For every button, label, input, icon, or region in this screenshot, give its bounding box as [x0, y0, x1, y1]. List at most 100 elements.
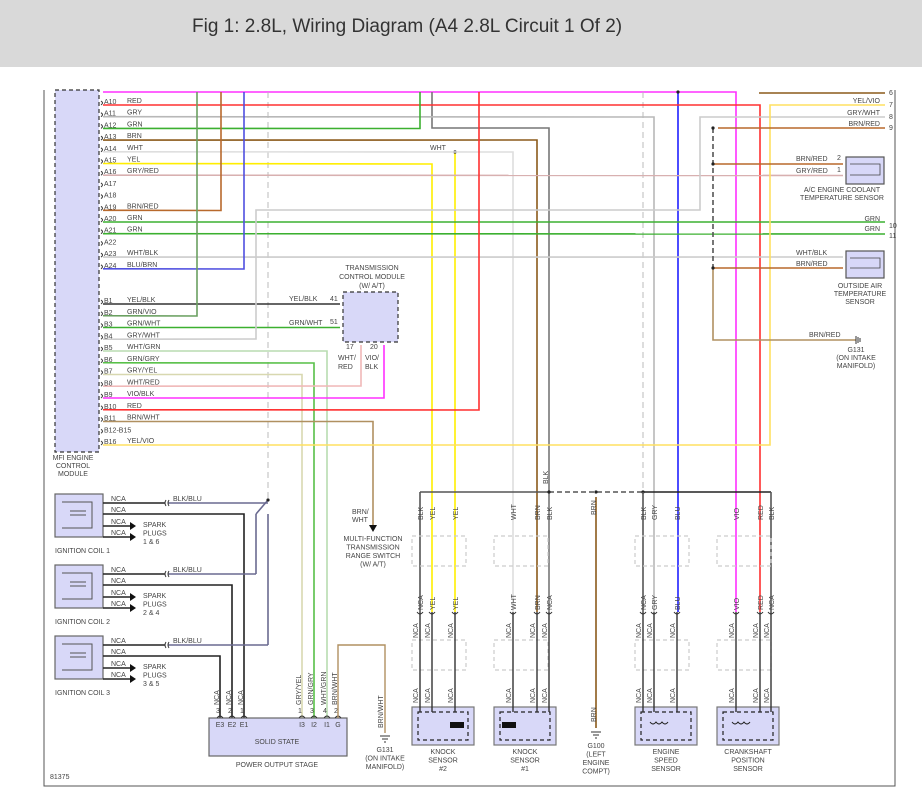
- wire-label: YEL/VIO: [853, 98, 881, 105]
- thermistor-icon: [850, 163, 881, 176]
- tcm-pin: 17: [346, 344, 354, 351]
- wire-label: NCA: [226, 690, 233, 705]
- wire-label: NCA: [111, 590, 126, 597]
- connector-icon: [216, 715, 224, 719]
- wire-label: BLU: [675, 506, 682, 520]
- splice-dot: [711, 266, 715, 270]
- transformer-icon: [62, 643, 93, 671]
- pos-pin-num: 2: [334, 708, 338, 715]
- wire-label: NCA: [542, 623, 549, 638]
- splice-dot: [676, 90, 680, 94]
- ground-label: ENGINE: [583, 760, 610, 767]
- spark-plug-label: 2 & 4: [143, 610, 159, 617]
- connector-icon: [310, 715, 318, 719]
- figure-id: 81375: [50, 774, 70, 781]
- wire-label: YEL/VIO: [127, 438, 155, 445]
- spark-plug-label: SPARK: [143, 593, 167, 600]
- wire-label: GRY: [652, 505, 659, 520]
- ground-icon: [380, 735, 390, 743]
- pos-pin-name: E2: [228, 722, 237, 729]
- wire-label: RED: [758, 505, 765, 520]
- connector-icon: [298, 715, 306, 719]
- wire-B2: [102, 92, 198, 317]
- spark-plug-label: PLUGS: [143, 602, 167, 609]
- wire-label: NCA: [214, 690, 221, 705]
- wire-label: BRN/RED: [796, 156, 828, 163]
- wire-label: BRN/WHT: [378, 695, 385, 728]
- pos-pin-num: 4: [323, 708, 327, 715]
- ecm-pin-label: A15: [104, 158, 117, 165]
- ecm-pin-label: A20: [104, 216, 117, 223]
- wire-label: GRN/WHT: [289, 320, 323, 327]
- arrow-down-icon: [369, 525, 377, 532]
- wire-label: NCA: [506, 688, 513, 703]
- splice-dot: [711, 162, 715, 166]
- pos-label: POWER OUTPUT STAGE: [236, 762, 319, 769]
- transformer-icon: [62, 501, 93, 529]
- wire-label: BLK/BLU: [173, 496, 202, 503]
- pin-connector-icon: [100, 417, 103, 422]
- ecm-pin-label: A22: [104, 239, 117, 246]
- pin-connector-icon: [100, 323, 103, 328]
- mftrs-label: (W/ A/T): [360, 562, 386, 569]
- sensor-box: [634, 706, 698, 746]
- wire-label: WHT/: [338, 355, 356, 362]
- wire-label: WHT: [127, 145, 144, 152]
- splice-dot: [266, 498, 270, 502]
- connector-icon: [533, 611, 541, 615]
- sensor-label: #1: [521, 766, 529, 773]
- pos-pin-num: 1: [240, 708, 244, 715]
- wire-label: YEL: [453, 507, 460, 520]
- wire-A12: [102, 92, 421, 130]
- oat-sensor-box: [845, 250, 885, 279]
- pos-pin-num: 3: [310, 708, 314, 715]
- pin-connector-icon: [100, 252, 103, 258]
- pin-connector-icon: [100, 381, 103, 387]
- wire-label: VIO: [734, 597, 741, 610]
- splice-dot: [594, 490, 598, 494]
- wire-label: GRY: [652, 595, 659, 610]
- wire-label: YEL: [453, 597, 460, 610]
- wire-g131: [712, 268, 856, 341]
- wire-A24: [102, 92, 245, 270]
- connector-icon: [545, 611, 553, 615]
- wire-label: NCA: [418, 595, 425, 610]
- sensor-label: #2: [439, 766, 447, 773]
- connector-shell: [716, 535, 772, 567]
- connector-icon: [416, 611, 424, 615]
- wire-label: GRN: [127, 227, 143, 234]
- wire-B8: [102, 345, 362, 388]
- sensor-label: SENSOR: [733, 766, 763, 773]
- ecm-pin-label: B12-B15: [104, 427, 131, 434]
- wire-label: NCA: [425, 623, 432, 638]
- connector-number: 8: [889, 114, 893, 121]
- wire-A10: [103, 104, 761, 612]
- arrow-right-icon: [130, 533, 136, 541]
- thermistor-icon: [850, 257, 881, 269]
- wire-label: NCA: [729, 688, 736, 703]
- wire-label: BRN: [591, 500, 598, 515]
- ground-label: COMPT): [582, 769, 610, 776]
- wire-label: RED: [127, 98, 142, 105]
- wire-label: NCA: [238, 690, 245, 705]
- wire-label: BRN/RED: [796, 261, 828, 268]
- ecm-pin-label: A21: [104, 228, 117, 235]
- wire-label: VIO/BLK: [127, 391, 155, 398]
- connector-number: 10: [889, 223, 897, 230]
- ground-label: MANIFOLD): [837, 363, 876, 370]
- coil-icon: [731, 721, 751, 725]
- ecm-pin-label: A10: [104, 99, 117, 106]
- wire-label: NCA: [647, 688, 654, 703]
- pin-connector-icon: [100, 334, 103, 340]
- ecm-pin-label: A14: [104, 146, 117, 153]
- wire-label: BRN/: [352, 509, 369, 516]
- wire-label: YEL: [127, 157, 140, 164]
- sensor-label: ENGINE: [653, 749, 680, 756]
- pin-connector-icon: [100, 170, 103, 176]
- ecm-pin-label: A13: [104, 134, 117, 141]
- wire-label: GRY/WHT: [127, 332, 161, 339]
- wire-B16: [103, 104, 885, 446]
- wire-A13: [102, 139, 538, 612]
- splice-dot: [711, 126, 715, 130]
- pin-connector-icon: [100, 229, 103, 235]
